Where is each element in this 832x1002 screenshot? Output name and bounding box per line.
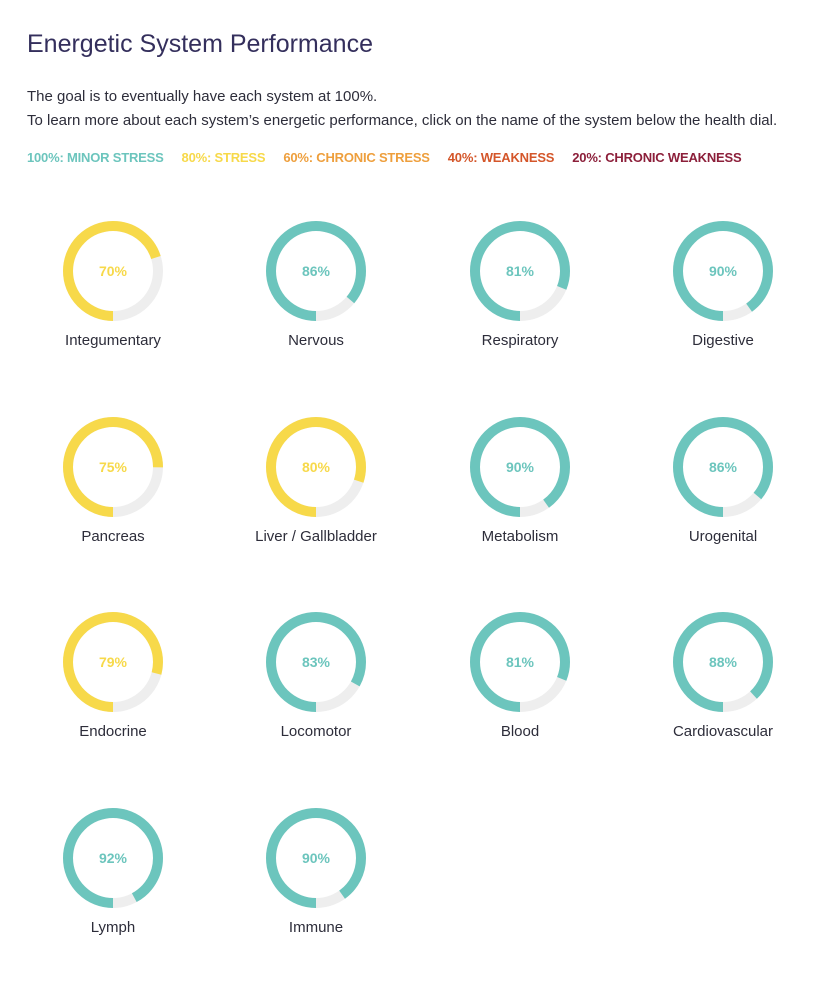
legend: 100%: MINOR STRESS 80%: STRESS 60%: CHRO…	[27, 150, 759, 165]
system-link-nervous[interactable]: Nervous	[288, 332, 344, 349]
health-dial: 88%	[673, 612, 773, 712]
dial-progress-arc	[63, 221, 163, 321]
legend-item-stress: 80%: STRESS	[181, 150, 266, 165]
health-dial: 90%	[266, 808, 366, 908]
legend-item-chronic-stress: 60%: CHRONIC STRESS	[283, 150, 430, 165]
system-link-urogenital[interactable]: Urogenital	[688, 528, 758, 545]
dial-progress-arc	[266, 417, 366, 517]
system-link-integumentary[interactable]: Integumentary	[65, 332, 161, 349]
system-link-endocrine[interactable]: Endocrine	[79, 723, 147, 740]
health-dial: 92%	[63, 808, 163, 908]
dial-percentage: 86%	[709, 459, 738, 475]
health-dial: 83%	[266, 612, 366, 712]
health-dial: 90%	[470, 417, 570, 517]
dial-percentage: 81%	[506, 263, 535, 279]
system-link-metabolism[interactable]: Metabolism	[481, 528, 559, 545]
health-dial: 86%	[266, 221, 366, 321]
system-dial-urogenital: 86% Urogenital	[633, 416, 813, 545]
system-dial-cardiovascular: 88% Cardiovascular	[633, 611, 813, 740]
legend-item-minor-stress: 100%: MINOR STRESS	[27, 150, 164, 165]
dial-progress-arc	[63, 417, 163, 517]
system-dial-endocrine: 79% Endocrine	[23, 611, 203, 740]
system-link-liver-gallbladder[interactable]: Liver / Gallbladder	[255, 528, 377, 545]
dial-progress-arc	[470, 612, 570, 712]
intro-text: The goal is to eventually have each syst…	[27, 85, 777, 133]
system-link-respiratory[interactable]: Respiratory	[481, 332, 559, 349]
health-dial: 80%	[266, 417, 366, 517]
system-link-cardiovascular[interactable]: Cardiovascular	[672, 723, 774, 740]
dial-percentage: 70%	[99, 263, 128, 279]
dial-progress-arc	[266, 221, 366, 321]
dial-progress-arc	[673, 417, 773, 517]
legend-item-chronic-weakness: 20%: CHRONIC WEAKNESS	[572, 150, 742, 165]
dial-progress-arc	[63, 808, 163, 908]
system-dial-locomotor: 83% Locomotor	[226, 611, 406, 740]
system-dial-integumentary: 70% Integumentary	[23, 220, 203, 349]
system-dial-digestive: 90% Digestive	[633, 220, 813, 349]
dial-percentage: 79%	[99, 654, 128, 670]
dial-progress-arc	[470, 417, 570, 517]
health-dial: 70%	[63, 221, 163, 321]
dial-percentage: 86%	[302, 263, 331, 279]
dial-percentage: 81%	[506, 654, 535, 670]
health-dial: 86%	[673, 417, 773, 517]
intro-line-instructions: To learn more about each system’s energe…	[27, 112, 778, 129]
system-link-immune[interactable]: Immune	[288, 919, 344, 936]
system-dial-liver-gallbladder: 80% Liver / Gallbladder	[226, 416, 406, 545]
system-link-pancreas[interactable]: Pancreas	[81, 528, 145, 545]
intro-line-goal: The goal is to eventually have each syst…	[27, 88, 378, 105]
dial-progress-arc	[673, 612, 773, 712]
system-dial-pancreas: 75% Pancreas	[23, 416, 203, 545]
system-link-digestive[interactable]: Digestive	[692, 332, 754, 349]
dial-progress-arc	[266, 612, 366, 712]
dial-percentage: 88%	[709, 654, 738, 670]
dial-percentage: 90%	[709, 263, 738, 279]
system-dial-immune: 90% Immune	[226, 807, 406, 936]
dial-progress-arc	[470, 221, 570, 321]
system-dial-respiratory: 81% Respiratory	[430, 220, 610, 349]
page-title: Energetic System Performance	[27, 30, 373, 58]
dial-percentage: 90%	[506, 459, 535, 475]
system-link-lymph[interactable]: Lymph	[90, 919, 136, 936]
dial-percentage: 80%	[302, 459, 331, 475]
dial-progress-arc	[63, 612, 163, 712]
system-link-locomotor[interactable]: Locomotor	[280, 723, 352, 740]
health-dial: 90%	[673, 221, 773, 321]
system-link-blood[interactable]: Blood	[500, 723, 540, 740]
system-dial-metabolism: 90% Metabolism	[430, 416, 610, 545]
dial-percentage: 92%	[99, 850, 128, 866]
dial-progress-arc	[673, 221, 773, 321]
system-dial-nervous: 86% Nervous	[226, 220, 406, 349]
health-dial: 79%	[63, 612, 163, 712]
health-dial: 81%	[470, 221, 570, 321]
dial-percentage: 83%	[302, 654, 331, 670]
system-dial-blood: 81% Blood	[430, 611, 610, 740]
system-dial-lymph: 92% Lymph	[23, 807, 203, 936]
dial-progress-arc	[266, 808, 366, 908]
legend-item-weakness: 40%: WEAKNESS	[447, 150, 555, 165]
dial-percentage: 90%	[302, 850, 331, 866]
dial-percentage: 75%	[99, 459, 128, 475]
health-dial: 75%	[63, 417, 163, 517]
health-dial: 81%	[470, 612, 570, 712]
